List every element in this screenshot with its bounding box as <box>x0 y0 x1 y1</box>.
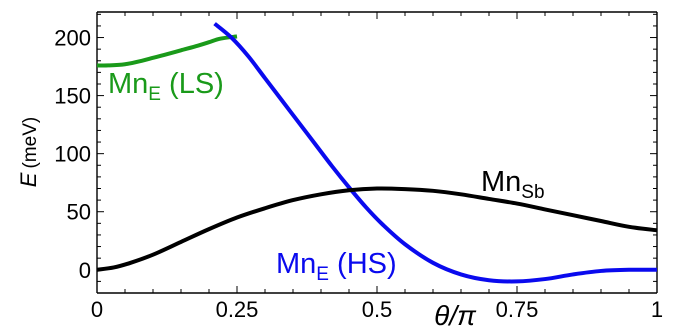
tick-labels: 0 0.25 0.5 0.75 1 0 50 100 150 200 <box>54 26 663 322</box>
y-axis-label: E (meV) <box>16 117 41 187</box>
y-tick-label: 100 <box>54 142 91 167</box>
x-tick-label: 0.25 <box>216 297 259 322</box>
series-line-mne-hs <box>213 22 658 284</box>
series-label-mne-hs-suffix: (HS) <box>329 248 397 280</box>
series-label-mnsb: MnSb <box>481 166 545 203</box>
series-label-mnsb-sub: Sb <box>521 182 544 203</box>
series-lines <box>96 22 658 284</box>
ticks <box>96 12 658 293</box>
series-label-mne-ls-main: Mn <box>108 68 148 100</box>
x-tick-label: 0 <box>91 297 103 322</box>
series-line-mnsb <box>96 186 658 272</box>
series-label-mne-hs-main: Mn <box>276 248 316 280</box>
series-line-mne-ls <box>96 34 238 68</box>
y-tick-label: 0 <box>79 258 91 283</box>
x-tick-label: 0.75 <box>496 297 539 322</box>
series-label-mne-ls: MnE (LS) <box>108 68 224 105</box>
x-tick-label: 0.5 <box>362 297 393 322</box>
series-label-mne-ls-suffix: (LS) <box>161 68 224 100</box>
series-label-mne-hs: MnE (HS) <box>276 248 397 285</box>
series-label-mnsb-main: Mn <box>481 166 521 198</box>
y-axis-unit: (meV) <box>20 117 41 169</box>
x-tick-label: 1 <box>651 297 663 322</box>
y-tick-label: 50 <box>67 200 91 225</box>
y-tick-label: 200 <box>54 26 91 51</box>
series-label-mne-hs-sub: E <box>316 264 329 285</box>
series-label-mne-ls-sub: E <box>148 84 161 105</box>
y-axis-symbol: E <box>16 172 41 187</box>
y-tick-label: 150 <box>54 84 91 109</box>
x-axis-label: θ/π <box>434 300 477 328</box>
